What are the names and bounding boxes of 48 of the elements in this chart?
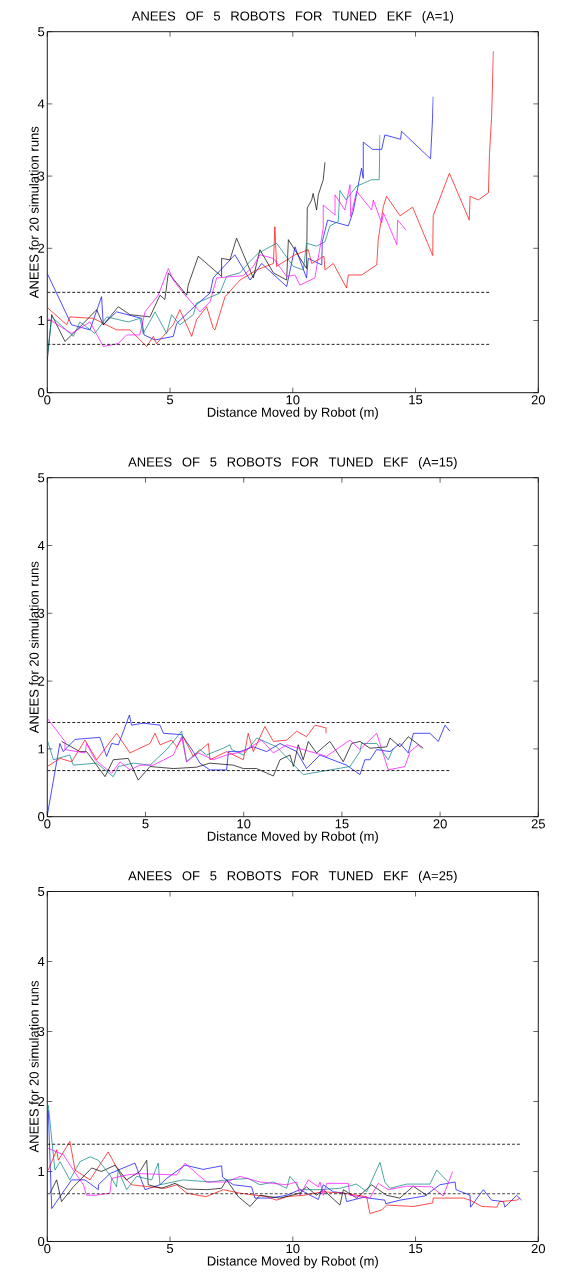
- line-series: [47, 96, 434, 341]
- line-series: [47, 1104, 449, 1193]
- y-tick-label: 0: [38, 1236, 45, 1247]
- x-axis-title: Distance Moved by Robot (m): [207, 407, 378, 420]
- y-tick-label: 4: [37, 99, 45, 109]
- x-tick-label: 15: [409, 1244, 423, 1254]
- y-tick-label: 3: [38, 1026, 45, 1037]
- x-tick-label: 10: [237, 819, 251, 829]
- chart-title: ANEES OF 5 ROBOTS FOR TUNED EKF (A=1): [131, 11, 454, 24]
- x-tick-label: 20: [531, 1244, 546, 1254]
- x-tick-label: 5: [166, 1244, 174, 1254]
- x-tick-label: 10: [286, 395, 300, 405]
- y-tick-label: 1: [38, 744, 45, 754]
- y-tick-label: 2: [38, 676, 45, 686]
- y-tick-label: 0: [38, 812, 45, 822]
- y-tick-label: 2: [38, 1096, 45, 1107]
- x-tick-label: 10: [286, 1244, 300, 1254]
- y-tick-label: 5: [38, 473, 45, 483]
- chart-title: ANEES OF 5 ROBOTS FOR TUNED EKF (A=15): [128, 457, 457, 470]
- x-axis-title: Distance Moved by Robot (m): [207, 831, 378, 844]
- chart-title: ANEES OF 5 ROBOTS FOR TUNED EKF (A=25): [128, 870, 457, 883]
- y-tick-label: 2: [38, 243, 45, 253]
- x-tick-label: 25: [531, 819, 545, 829]
- y-tick-label: 4: [37, 541, 45, 550]
- x-tick-label: 5: [142, 819, 149, 829]
- line-series: [47, 1141, 521, 1214]
- y-tick-label: 5: [38, 886, 45, 897]
- y-axis-title: ANEES for 20 simulation runs: [29, 561, 39, 734]
- y-tick-label: 1: [38, 316, 45, 325]
- line-series: [47, 1148, 453, 1199]
- x-tick-label: 20: [433, 819, 447, 829]
- y-axis-title: ANEES for 20 simulation runs: [29, 126, 39, 299]
- y-tick-label: 3: [38, 608, 45, 618]
- y-axis-title: ANEES for 20 simulation runs: [29, 981, 39, 1153]
- line-series: [47, 184, 407, 347]
- y-tick-label: 1: [38, 1167, 45, 1176]
- x-tick-label: 15: [335, 819, 349, 829]
- line-series: [47, 730, 394, 778]
- y-tick-label: 5: [38, 27, 45, 37]
- x-axis-title: Distance Moved by Robot (m): [207, 1256, 378, 1269]
- y-tick-label: 3: [38, 171, 45, 181]
- x-tick-label: 15: [409, 395, 423, 405]
- line-series: [47, 718, 422, 774]
- x-tick-label: 20: [531, 395, 546, 405]
- y-tick-label: 4: [37, 957, 45, 966]
- y-tick-label: 0: [38, 388, 45, 398]
- line-series: [47, 724, 327, 767]
- x-tick-label: 5: [166, 395, 174, 405]
